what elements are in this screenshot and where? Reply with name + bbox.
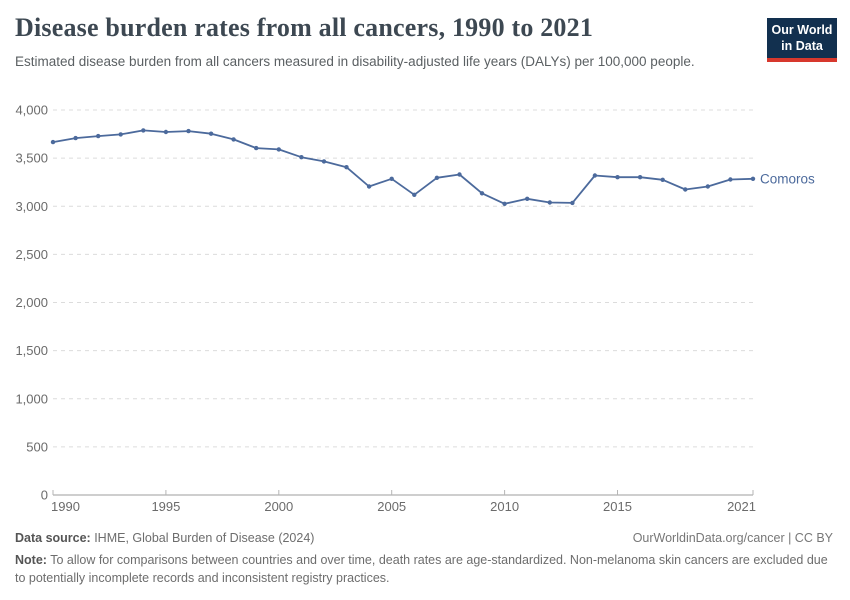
data-point[interactable] (728, 177, 733, 182)
footer-datasource: Data source: IHME, Global Burden of Dise… (15, 531, 314, 545)
x-tick-label: 2005 (377, 499, 406, 514)
x-tick-label: 2021 (727, 499, 756, 514)
page-title: Disease burden rates from all cancers, 1… (15, 13, 594, 42)
data-point[interactable] (750, 176, 756, 181)
data-point[interactable] (118, 132, 123, 137)
footer-note-label: Note: (15, 553, 47, 567)
data-point[interactable] (254, 145, 259, 151)
x-tick-label: 2015 (603, 499, 632, 514)
owid-logo-line2: in Data (781, 39, 823, 54)
data-point[interactable] (73, 135, 78, 141)
y-tick-label: 2,000 (15, 295, 48, 310)
data-point[interactable] (502, 201, 507, 206)
data-point[interactable] (434, 175, 440, 180)
data-point[interactable] (321, 159, 327, 164)
data-point[interactable] (637, 175, 643, 180)
x-tick-label: 1995 (151, 499, 180, 514)
y-tick-label: 1,000 (15, 391, 48, 406)
y-tick-label: 2,500 (15, 247, 48, 262)
footer-license-link[interactable]: OurWorldinData.org/cancer | CC BY (632, 531, 833, 545)
series-label-comoros: Comoros (760, 171, 815, 186)
data-point[interactable] (479, 191, 485, 196)
data-point[interactable] (208, 131, 214, 136)
data-point[interactable] (457, 172, 462, 177)
owid-logo[interactable]: Our World in Data (767, 18, 837, 62)
data-point[interactable] (412, 192, 417, 197)
data-point[interactable] (344, 165, 349, 170)
data-point[interactable] (276, 147, 281, 152)
data-point[interactable] (231, 137, 236, 142)
x-tick-label: 2010 (490, 499, 519, 514)
footer-datasource-value: IHME, Global Burden of Disease (2024) (90, 531, 315, 545)
footer-note: Note: To allow for comparisons between c… (15, 551, 837, 587)
y-tick-label: 500 (26, 439, 48, 454)
data-point[interactable] (570, 200, 575, 206)
data-point[interactable] (525, 196, 530, 201)
footer-datasource-label: Data source: (15, 531, 91, 545)
data-point[interactable] (547, 200, 552, 205)
data-point[interactable] (141, 128, 146, 133)
y-tick-label: 1,500 (15, 343, 48, 358)
data-point[interactable] (592, 173, 598, 178)
chart-footer: Data source: IHME, Global Burden of Dise… (15, 531, 833, 545)
y-tick-label: 3,000 (15, 199, 48, 214)
chart-canvas[interactable]: 0 500 1,000 1,500 2,000 2,500 3,000 3,500 4,000 1… (0, 90, 850, 525)
page-subtitle: Estimated disease burden from all cancer… (15, 54, 695, 69)
data-point[interactable] (389, 176, 394, 181)
data-point[interactable] (163, 129, 169, 135)
data-point[interactable] (50, 139, 56, 145)
x-tick-label: 1990 (51, 499, 80, 514)
data-point[interactable] (705, 184, 710, 189)
owid-logo-line1: Our World (771, 23, 833, 37)
footer-note-value: To allow for comparisons between countri… (15, 553, 828, 586)
y-tick-label: 0 (41, 488, 48, 503)
data-point[interactable] (615, 175, 620, 180)
y-tick-label: 3,500 (15, 151, 48, 166)
data-point[interactable] (660, 177, 665, 182)
data-point[interactable] (186, 128, 191, 134)
data-point[interactable] (683, 187, 688, 192)
series-line-comoros[interactable] (52, 129, 754, 205)
data-point[interactable] (299, 155, 304, 160)
data-point[interactable] (366, 184, 372, 189)
y-tick-label: 4,000 (15, 103, 48, 118)
x-tick-label: 2000 (264, 499, 293, 514)
data-point[interactable] (96, 133, 101, 139)
